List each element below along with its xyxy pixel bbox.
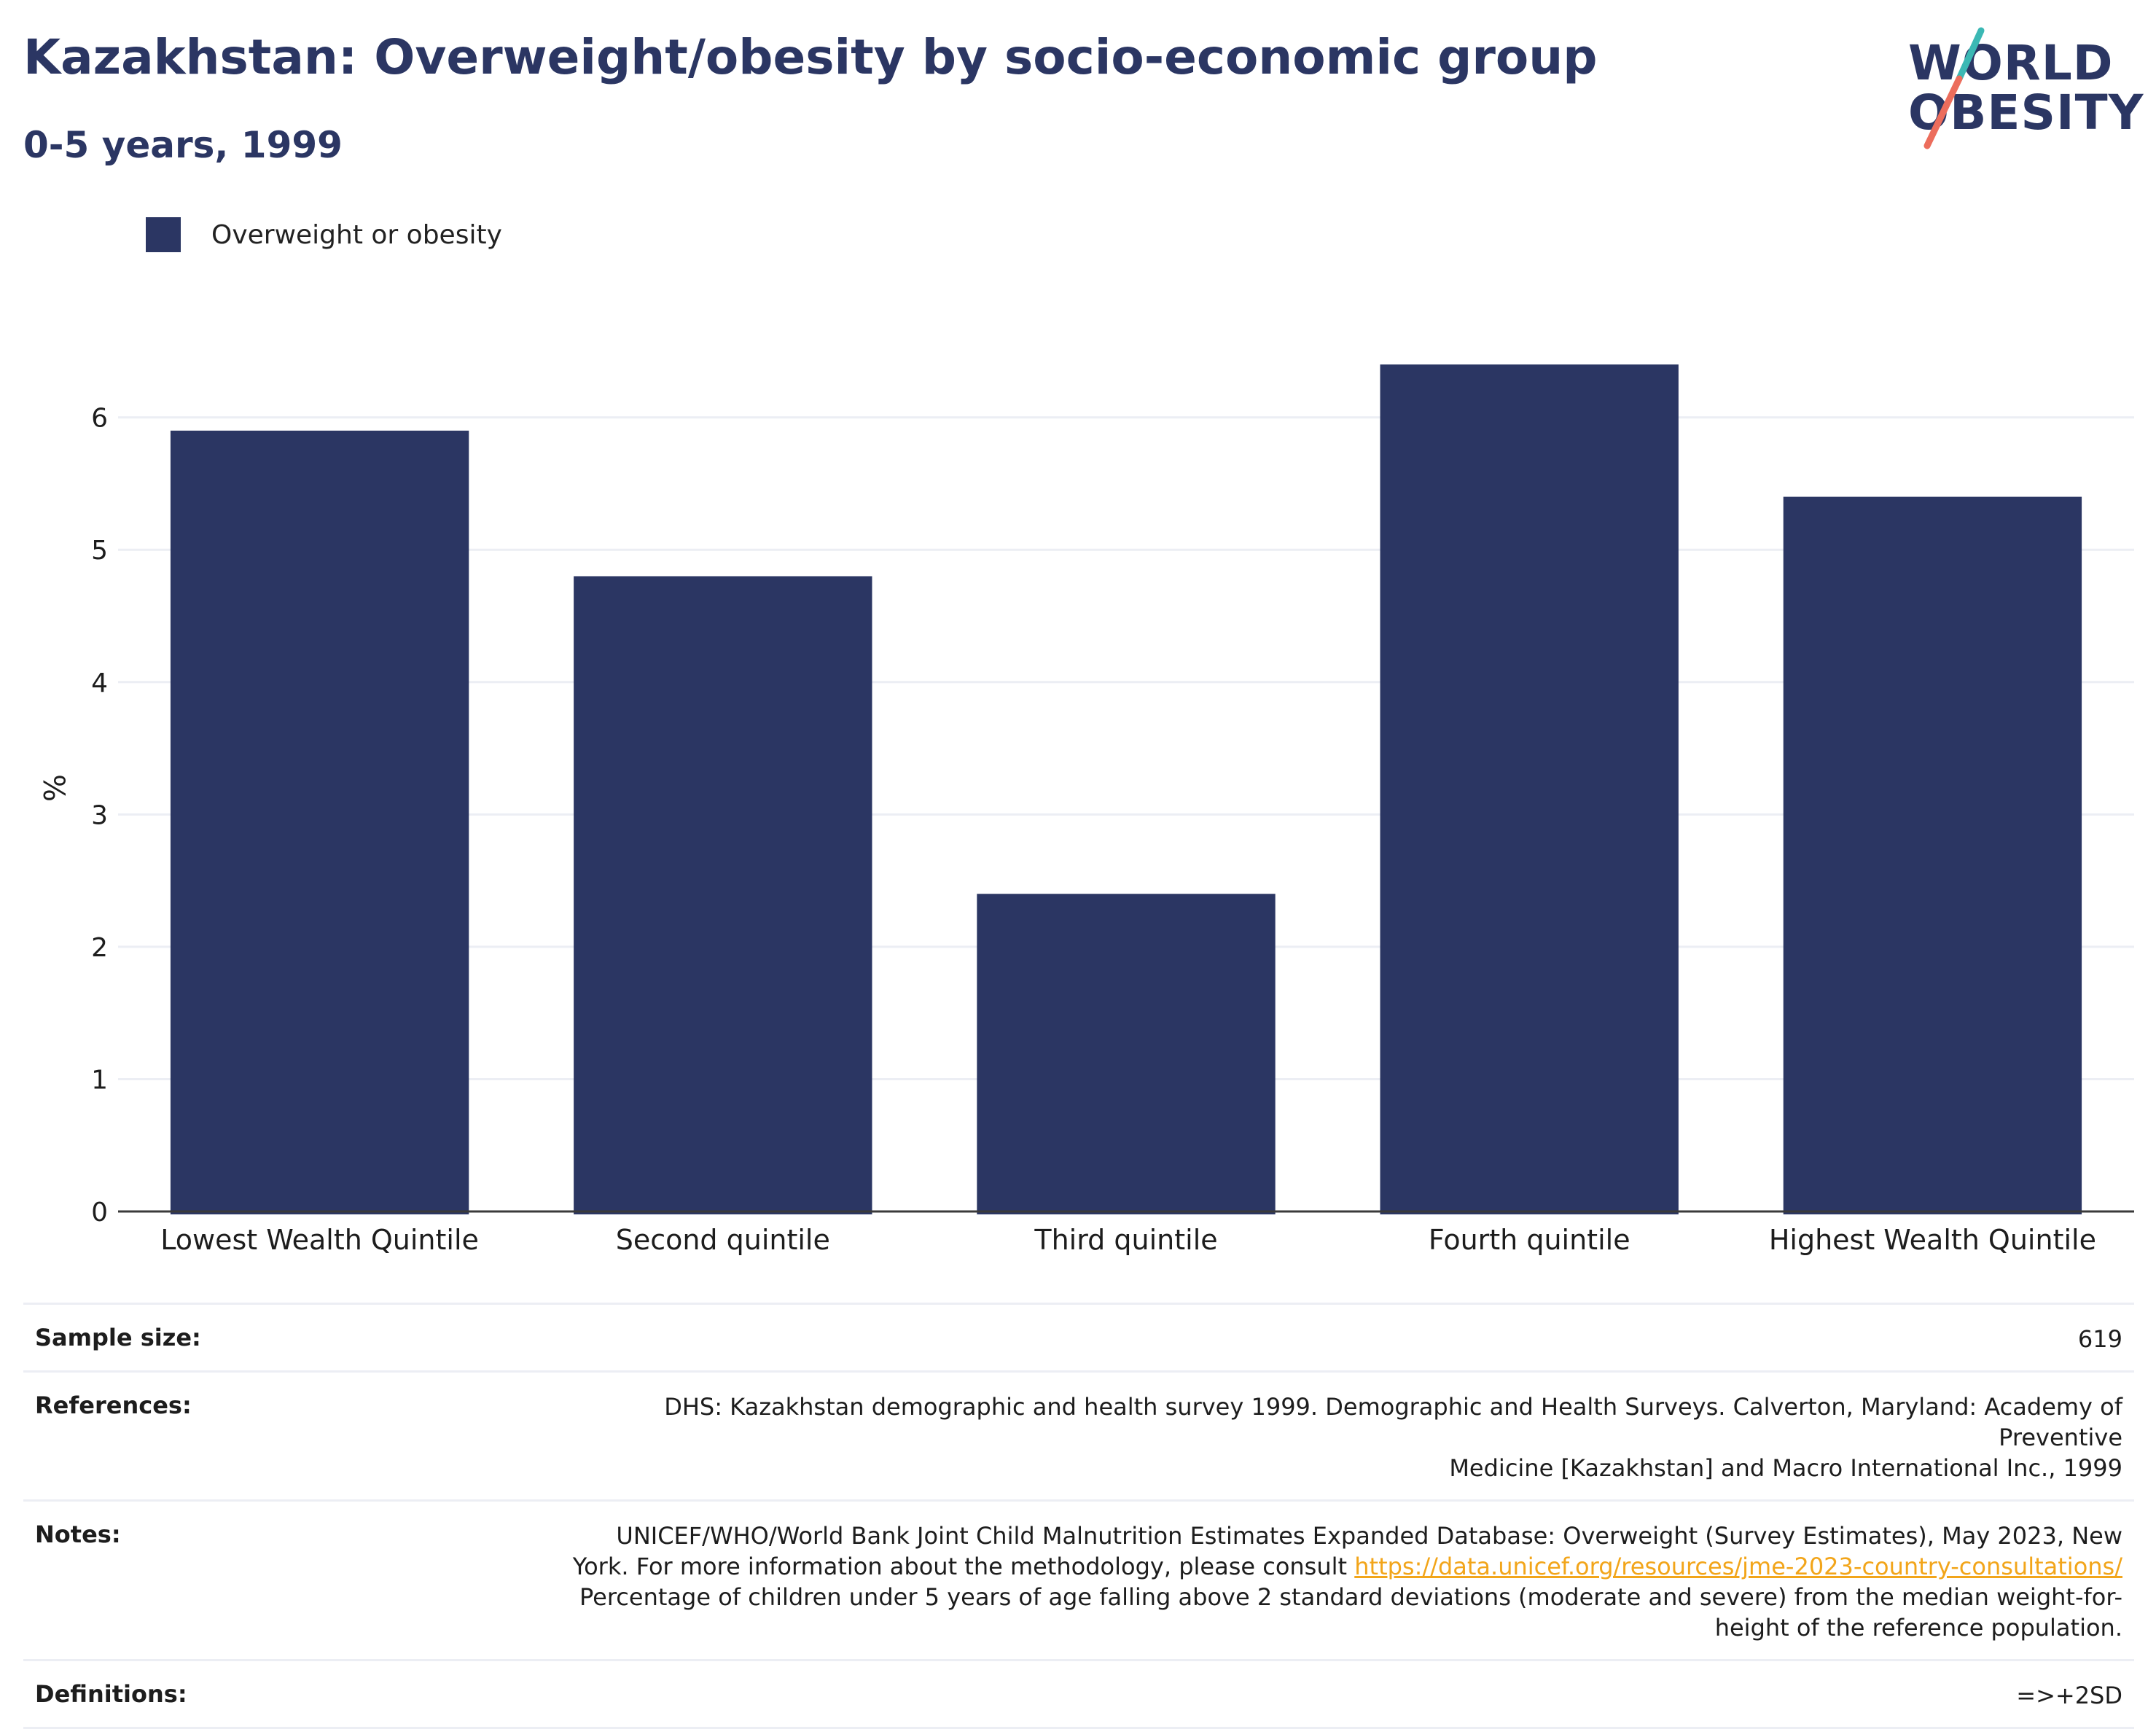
bar	[170, 430, 469, 1214]
notes-value: UNICEF/WHO/World Bank Joint Child Malnut…	[573, 1521, 2122, 1643]
bar	[1783, 496, 2082, 1214]
info-table: Sample size: 619 References: DHS: Kazakh…	[23, 1303, 2134, 1729]
references-line: Medicine [Kazakhstan] and Macro Internat…	[1449, 1454, 2122, 1482]
x-tick-label: Second quintile	[616, 1224, 830, 1256]
logo-text-obesity: OBESITY	[1908, 85, 2144, 141]
legend-swatch	[146, 217, 181, 252]
notes-line: York. For more information about the met…	[573, 1551, 2122, 1582]
bar-chart: 0 1 2 3 4 5 6 Lowest Wealth Quintile Second quin…	[36, 364, 2134, 1256]
notes-line: height of the reference population.	[1714, 1614, 2122, 1642]
definitions-label: Definitions:	[35, 1680, 187, 1708]
x-tick-label: Fourth quintile	[1429, 1224, 1630, 1256]
bar	[1380, 364, 1679, 1214]
references-label: References:	[35, 1392, 192, 1419]
definitions-value: =>+2SD	[2016, 1682, 2122, 1709]
references-value: DHS: Kazakhstan demographic and health s…	[548, 1392, 2122, 1483]
x-tick-label: Highest Wealth Quintile	[1769, 1224, 2096, 1256]
bar	[977, 894, 1276, 1214]
sample-size-value: 619	[2077, 1325, 2122, 1353]
info-row-sample-size: Sample size: 619	[23, 1303, 2134, 1370]
y-tick-label: 0	[91, 1198, 108, 1228]
info-row-references: References: DHS: Kazakhstan demographic …	[23, 1370, 2134, 1499]
world-obesity-logo: WORLD OBESITY	[1895, 20, 2143, 152]
chart-legend: Overweight or obesity	[146, 216, 502, 254]
notes-line: UNICEF/WHO/World Bank Joint Child Malnut…	[616, 1522, 2122, 1550]
y-tick-label: 5	[91, 536, 108, 566]
y-axis-title: %	[36, 774, 70, 802]
methodology-link[interactable]: https://data.unicef.org/resources/jme-20…	[1354, 1553, 2122, 1580]
notes-line: Percentage of children under 5 years of …	[579, 1583, 2122, 1611]
references-line: DHS: Kazakhstan demographic and health s…	[664, 1393, 2122, 1451]
logo-slash-icon	[1923, 27, 1985, 149]
notes-line-prefix: York. For more information about the met…	[572, 1553, 1348, 1580]
y-tick-label: 1	[91, 1065, 108, 1095]
x-tick-label: Third quintile	[1034, 1224, 1217, 1256]
info-row-definitions: Definitions: =>+2SD	[23, 1659, 2134, 1729]
y-tick-label: 4	[91, 668, 108, 698]
info-row-notes: Notes: UNICEF/WHO/World Bank Joint Child…	[23, 1499, 2134, 1659]
logo-text-world: WORLD	[1908, 35, 2114, 91]
y-tick-label: 2	[91, 933, 108, 963]
notes-label: Notes:	[35, 1521, 121, 1548]
legend-label: Overweight or obesity	[211, 219, 502, 250]
x-tick-label: Lowest Wealth Quintile	[160, 1224, 479, 1256]
page-subtitle: 0-5 years, 1999	[23, 124, 343, 166]
y-tick-label: 3	[91, 800, 108, 830]
bar	[574, 576, 872, 1214]
page-title: Kazakhstan: Overweight/obesity by socio-…	[23, 29, 1598, 85]
y-tick-label: 6	[91, 404, 108, 434]
sample-size-label: Sample size:	[35, 1324, 201, 1351]
